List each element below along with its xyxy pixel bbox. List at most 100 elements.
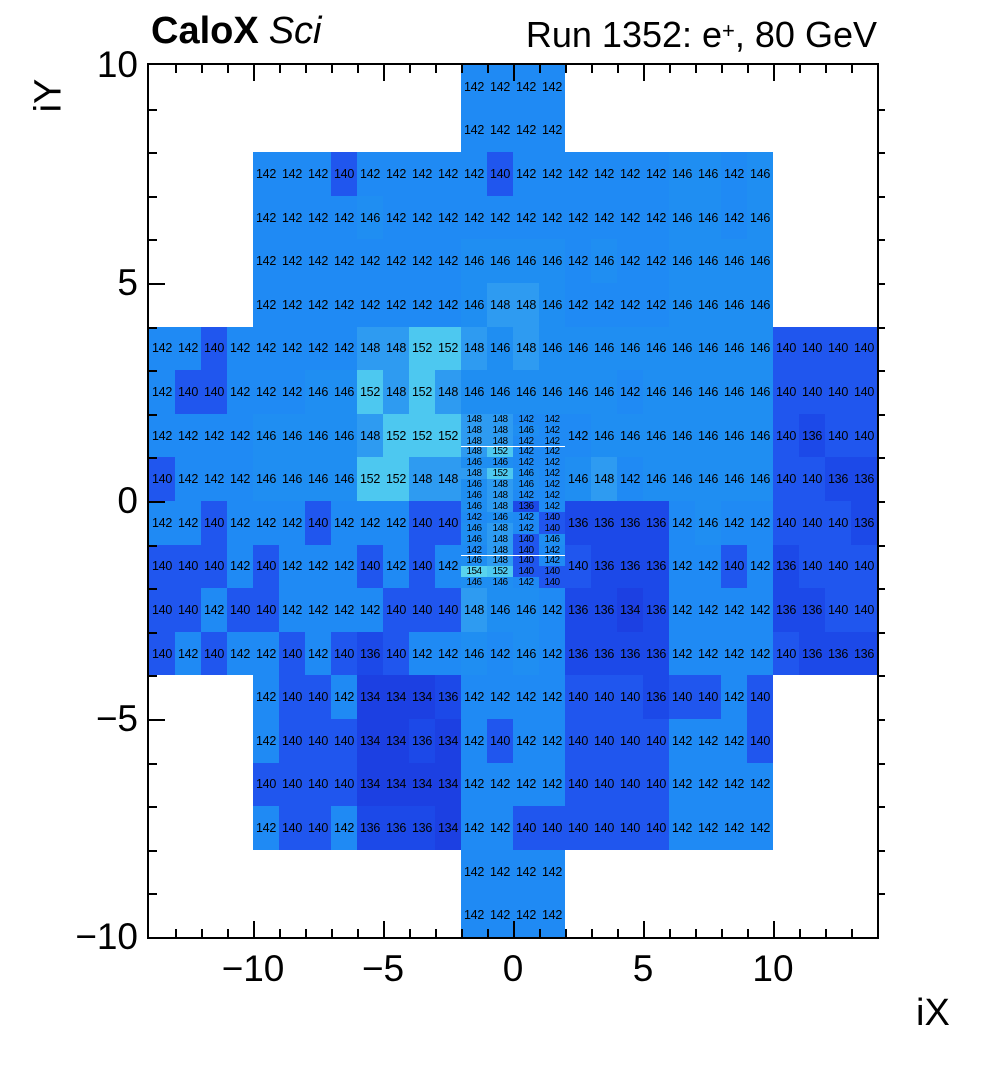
heatmap-cell: 142 — [435, 195, 461, 240]
x-axis-tick-top — [279, 65, 281, 73]
heatmap-fine-cell: 152 — [487, 566, 513, 577]
heatmap-fine-cell: 140 — [513, 545, 539, 556]
heatmap-fine-cell: 142 — [539, 457, 565, 468]
y-axis-tick-right — [877, 152, 885, 155]
heatmap-cell: 140 — [825, 326, 851, 371]
heatmap-cell: 140 — [617, 806, 643, 850]
heatmap-cell: 142 — [669, 762, 695, 807]
heatmap-cell: 142 — [669, 806, 695, 850]
heatmap-cell: 146 — [617, 326, 643, 371]
heatmap-cell: 142 — [747, 631, 773, 676]
heatmap-cell: 140 — [799, 544, 825, 589]
heatmap-cell: 142 — [565, 239, 591, 283]
heatmap-cell: 142 — [149, 413, 175, 458]
heatmap-fine-cell: 142 — [539, 490, 565, 501]
heatmap-cell: 146 — [513, 631, 539, 676]
heatmap-cell: 142 — [591, 152, 617, 196]
heatmap-cell: 142 — [617, 239, 643, 283]
heatmap-cell: 140 — [175, 544, 201, 589]
heatmap-cell: 146 — [305, 457, 331, 501]
heatmap-cell: 142 — [383, 283, 409, 327]
heatmap-cell: 142 — [227, 544, 253, 589]
x-axis-tick-label: −5 — [361, 948, 405, 989]
y-axis-tick-right — [877, 806, 885, 809]
figure-title: CaloX Sci — [151, 10, 322, 53]
heatmap-cell: 136 — [409, 719, 435, 763]
heatmap-cell: 142 — [617, 370, 643, 414]
x-axis-tick — [253, 921, 255, 937]
heatmap-cell: 136 — [643, 544, 669, 589]
heatmap-cell: 140 — [773, 326, 799, 371]
heatmap-cell: 146 — [539, 283, 565, 327]
heatmap-cell: 146 — [669, 152, 695, 196]
heatmap-fine-cell: 146 — [513, 479, 539, 490]
heatmap-cell: 142 — [279, 195, 305, 240]
heatmap-cell: 146 — [747, 326, 773, 371]
y-axis-tick — [149, 762, 157, 765]
y-axis-tick — [149, 544, 157, 547]
heatmap-fine-cell: 146 — [461, 523, 487, 534]
heatmap-cell: 146 — [695, 195, 721, 240]
heatmap-cell: 146 — [721, 370, 747, 414]
x-axis-tick-top — [305, 65, 307, 73]
y-axis-tick-right — [877, 631, 885, 634]
x-axis-tick — [617, 929, 619, 937]
heatmap-cell: 142 — [253, 152, 279, 196]
heatmap-cell: 140 — [747, 719, 773, 763]
y-axis-tick — [149, 893, 157, 896]
x-axis-tick-top — [253, 65, 255, 81]
heatmap-cell: 140 — [643, 806, 669, 850]
heatmap-cell: 142 — [227, 631, 253, 676]
heatmap-cell: 140 — [331, 631, 357, 676]
heatmap-cell: 142 — [331, 326, 357, 371]
heatmap-cell: 136 — [565, 501, 591, 545]
heatmap-cell: 136 — [617, 544, 643, 589]
heatmap-cell: 136 — [357, 806, 383, 850]
heatmap-cell: 152 — [409, 413, 435, 458]
heatmap-cell: 140 — [851, 544, 877, 589]
heatmap-cell: 142 — [305, 544, 331, 589]
heatmap-cell: 140 — [357, 544, 383, 589]
y-axis-tick-right — [877, 239, 885, 242]
heatmap-fine-cell: 142 — [461, 545, 487, 556]
heatmap-cell: 140 — [825, 544, 851, 589]
heatmap-fine-cell: 140 — [513, 555, 539, 566]
heatmap-cell: 142 — [539, 675, 565, 719]
heatmap-cell: 142 — [435, 631, 461, 676]
y-axis-tick-right — [877, 501, 885, 503]
heatmap-cell: 140 — [305, 501, 331, 545]
heatmap-cell: 140 — [617, 719, 643, 763]
heatmap-cell: 146 — [487, 588, 513, 632]
heatmap-cell: 142 — [721, 675, 747, 719]
heatmap-fine-cell: 142 — [539, 468, 565, 479]
heatmap-cell: 142 — [409, 239, 435, 283]
y-axis-tick-right — [877, 544, 885, 547]
heatmap-cell: 142 — [383, 239, 409, 283]
heatmap-cell: 142 — [253, 239, 279, 283]
heatmap-cell: 140 — [331, 719, 357, 763]
heatmap-cell: 140 — [279, 675, 305, 719]
heatmap-cell: 142 — [695, 631, 721, 676]
charge-superscript: + — [722, 18, 735, 43]
heatmap-cell: 140 — [643, 762, 669, 807]
y-axis-tick-right — [877, 457, 885, 460]
x-axis-tick-top — [825, 65, 827, 73]
heatmap-cell: 146 — [461, 239, 487, 283]
heatmap-fine-cell: 136 — [513, 501, 539, 512]
heatmap-cell: 146 — [669, 326, 695, 371]
heatmap-cell: 148 — [357, 326, 383, 371]
heatmap-cell: 142 — [695, 588, 721, 632]
heatmap-cell: 140 — [201, 501, 227, 545]
heatmap-cell: 140 — [669, 675, 695, 719]
x-axis-tick-top — [799, 65, 801, 73]
heatmap-cell: 146 — [617, 413, 643, 458]
heatmap-cell: 136 — [617, 501, 643, 545]
x-axis-tick — [825, 929, 827, 937]
x-axis-tick-top — [201, 65, 203, 73]
heatmap-cell: 146 — [461, 370, 487, 414]
heatmap-cell: 142 — [539, 762, 565, 807]
heatmap-cell: 140 — [487, 719, 513, 763]
heatmap-cell: 142 — [461, 762, 487, 807]
heatmap-cell: 142 — [461, 675, 487, 719]
